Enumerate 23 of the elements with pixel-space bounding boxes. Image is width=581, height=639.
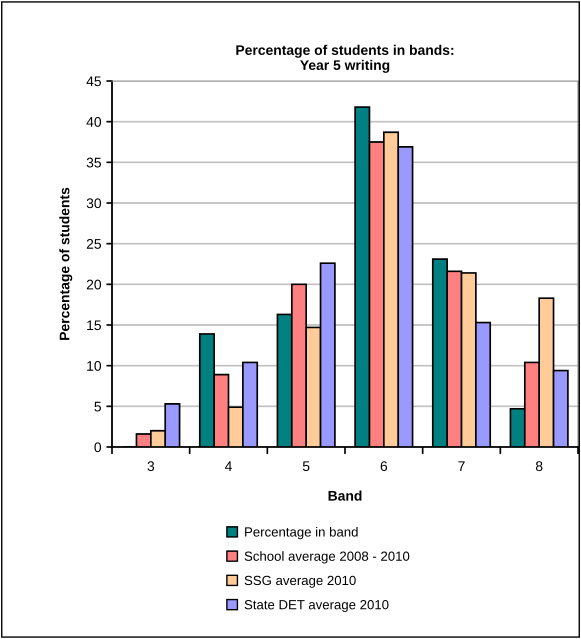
- y-tick-label: 10: [87, 361, 102, 371]
- y-tick-label: 30: [86, 198, 102, 208]
- y-tick-label: 20: [86, 280, 102, 290]
- y-tick-label: 0: [94, 442, 102, 452]
- x-tick-label: 7: [458, 461, 465, 471]
- x-tick-label: 6: [380, 461, 388, 472]
- y-tick-label: 5: [94, 402, 101, 412]
- x-tick-label: 4: [224, 461, 232, 471]
- legend-label: Percentage in band: [245, 526, 358, 540]
- chart-title: Percentage of students in bands: Year 5 writing: [236, 44, 454, 73]
- x-tick-label: 5: [302, 461, 310, 472]
- y-tick-label: 25: [86, 239, 102, 249]
- x-tick-label: 8: [536, 461, 542, 472]
- y-tick-label: 35: [86, 158, 102, 168]
- legend-label: SSG average 2010: [244, 576, 356, 588]
- y-tick-label: 15: [87, 320, 102, 330]
- legend-label: School average 2008 - 2010: [244, 551, 410, 564]
- y-axis-title: Percentage of students: [59, 188, 72, 340]
- x-tick-label: 3: [148, 461, 154, 472]
- y-tick-label: 40: [86, 117, 102, 127]
- legend-label: State DET average 2010: [244, 600, 389, 612]
- y-tick-label: 45: [86, 76, 102, 86]
- x-axis-title: Band: [328, 490, 362, 501]
